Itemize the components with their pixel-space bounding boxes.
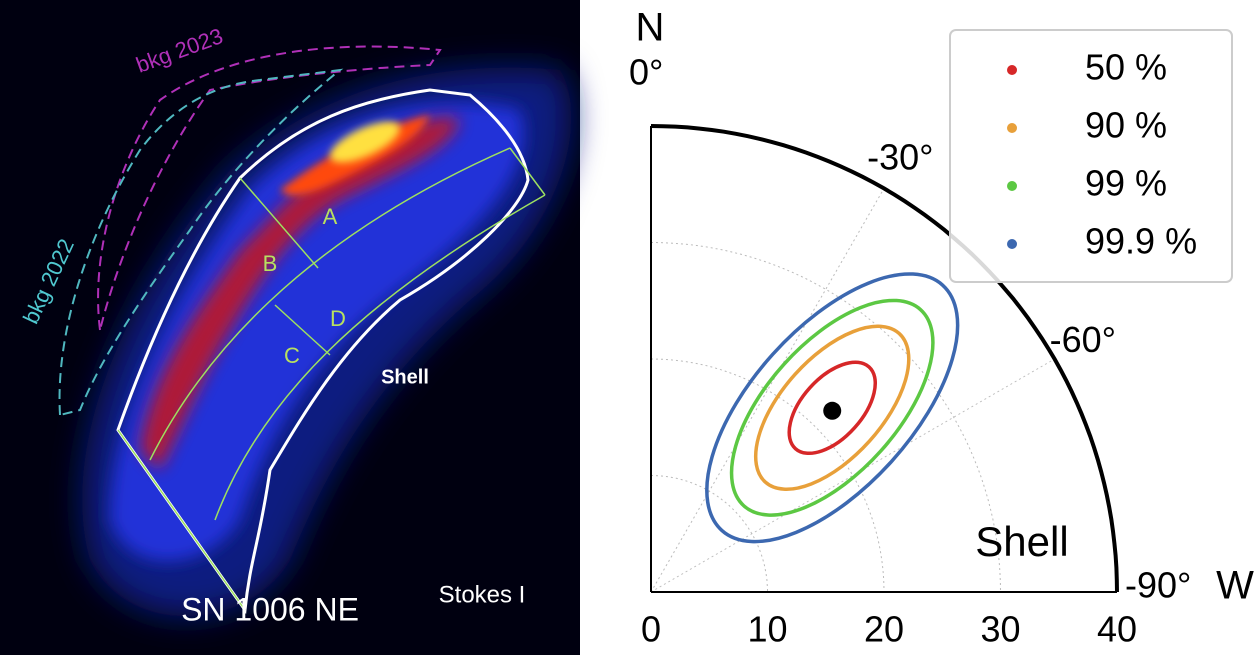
contour <box>729 298 935 517</box>
subregion-label: A <box>323 204 338 229</box>
legend-swatch <box>1007 181 1017 191</box>
map-label: Stokes I <box>439 581 526 608</box>
grid-spoke <box>650 188 885 593</box>
theta-tick-label: -90° <box>1125 565 1191 606</box>
region-label: Shell <box>381 366 429 388</box>
r-tick-label: 0 <box>641 609 661 650</box>
legend-swatch <box>1007 239 1017 249</box>
legend-label: 50 % <box>1085 47 1167 88</box>
legend-label: 90 % <box>1085 105 1167 146</box>
subregion-label: C <box>284 343 300 368</box>
polar-chart: 0 10 20 30 40 0° -30° -60° -90° N W Shell 50 % 90 % 99… <box>629 6 1254 650</box>
legend-swatch <box>1007 123 1017 133</box>
shell-region <box>116 88 530 615</box>
legend-label: 99 % <box>1085 163 1167 204</box>
best-fit <box>823 401 842 420</box>
r-tick-label: 10 <box>747 609 787 650</box>
legend-box <box>949 29 1233 283</box>
emission-band <box>140 117 460 470</box>
grid-arc <box>650 358 885 593</box>
subregion-label: D <box>330 306 346 331</box>
emission-peak <box>330 121 400 163</box>
grid-arc <box>651 475 768 592</box>
annotation: Shell <box>975 518 1068 565</box>
r-tick-label: 40 <box>1097 609 1137 650</box>
theta-tick-label: 0° <box>629 52 663 93</box>
subregion-label: B <box>263 251 278 276</box>
subregion-lines <box>117 147 546 611</box>
contour <box>787 360 878 456</box>
contour <box>705 272 960 544</box>
panel-title: SN 1006 NE <box>181 591 359 627</box>
legend-label: 99.9 % <box>1085 221 1197 262</box>
grid-arc <box>650 242 1001 593</box>
bkg-2022-region <box>58 68 344 417</box>
theta-tick-label: -60° <box>1050 319 1116 360</box>
r-tick-label: 20 <box>864 609 904 650</box>
compass-north: N <box>636 6 665 50</box>
legend-swatch <box>1007 65 1017 75</box>
r-tick-label: 30 <box>980 609 1020 650</box>
emission-shell <box>110 102 524 562</box>
contour <box>753 324 911 492</box>
theta-tick-label: -30° <box>867 137 933 178</box>
compass-west: W <box>1216 564 1254 608</box>
bkg-2023-region <box>97 45 442 331</box>
stokes-map: bkg 2023 bkg 2022 A B C D Shell Stokes I… <box>0 0 580 655</box>
